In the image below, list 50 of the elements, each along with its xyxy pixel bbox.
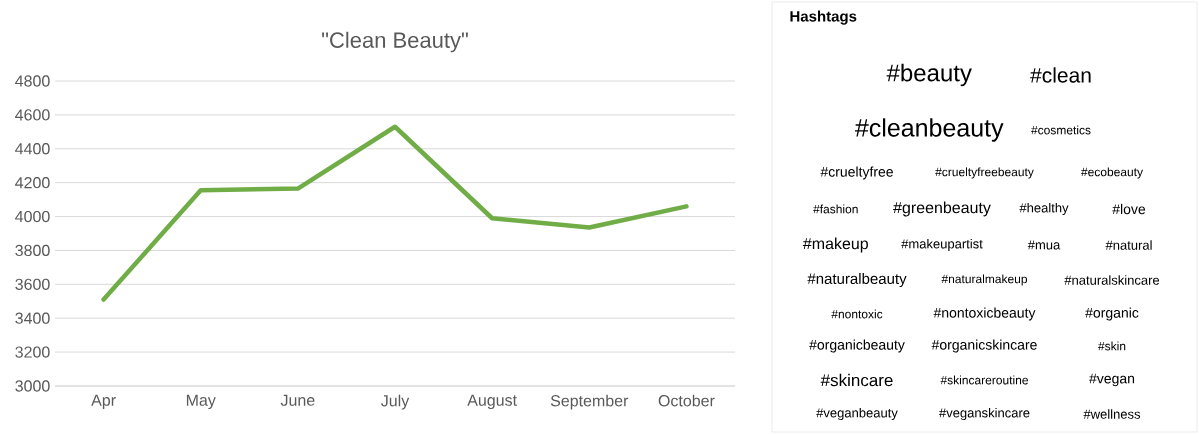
text: #cleanbeauty — [855, 118, 1004, 142]
chart-title: "Clean Beauty" — [322, 31, 468, 53]
x-tick-label: May — [186, 394, 216, 410]
y-tick-label: 3000 — [15, 380, 50, 392]
text: #organic — [1085, 307, 1139, 321]
text: #healthy — [1019, 202, 1069, 216]
text: #organicbeauty — [809, 339, 905, 353]
text: #naturalbeauty — [807, 272, 907, 287]
text: #vegan — [1089, 373, 1135, 387]
y-tick-label: 4600 — [15, 109, 50, 121]
text: #skincare — [820, 373, 893, 387]
y-tick-label: 3600 — [15, 278, 50, 290]
text: #crueltyfreebeauty — [935, 167, 1034, 179]
y-tick-label: 3200 — [15, 346, 50, 358]
y-tick-label: 3400 — [15, 312, 50, 324]
x-tick-label: October — [658, 394, 715, 407]
x-tick-label: September — [550, 394, 629, 410]
text: #makeup — [802, 237, 868, 253]
text: #cosmetics — [1031, 125, 1091, 135]
text: #ecobeauty — [1081, 167, 1143, 179]
text: #skincareroutine — [940, 375, 1028, 385]
text: #veganskincare — [939, 407, 1030, 421]
text: #naturalmakeup — [941, 274, 1028, 286]
text: #love — [1112, 203, 1146, 215]
text: #beauty — [886, 63, 972, 87]
text: #skin — [1098, 341, 1126, 351]
x-tick-label: July — [381, 394, 410, 410]
x-tick-label: June — [280, 394, 315, 406]
text: Hashtags — [790, 10, 857, 25]
text: #mua — [1027, 240, 1061, 250]
text: #clean — [1030, 67, 1091, 83]
text: #naturalskincare — [1064, 275, 1160, 285]
text: #organicskincare — [931, 339, 1037, 353]
text: #nontoxic — [831, 309, 883, 319]
text: #veganbeauty — [816, 407, 898, 421]
y-tick-label: 4200 — [15, 177, 50, 189]
y-tick-label: 4800 — [15, 75, 50, 87]
text: #nontoxicbeauty — [933, 307, 1036, 321]
text: #crueltyfree — [820, 166, 893, 180]
y-tick-label: 4400 — [15, 143, 50, 155]
x-tick-label: Apr — [91, 394, 116, 410]
text: #natural — [1105, 240, 1152, 250]
y-tick-label: 3800 — [15, 244, 50, 257]
text: #makeupartist — [901, 238, 983, 252]
text: #greenbeauty — [893, 201, 991, 217]
line-series — [101, 124, 689, 302]
y-tick-label: 4000 — [15, 210, 50, 223]
text: #wellness — [1083, 409, 1141, 419]
text: #fashion — [813, 204, 858, 214]
x-tick-label: August — [467, 394, 517, 410]
